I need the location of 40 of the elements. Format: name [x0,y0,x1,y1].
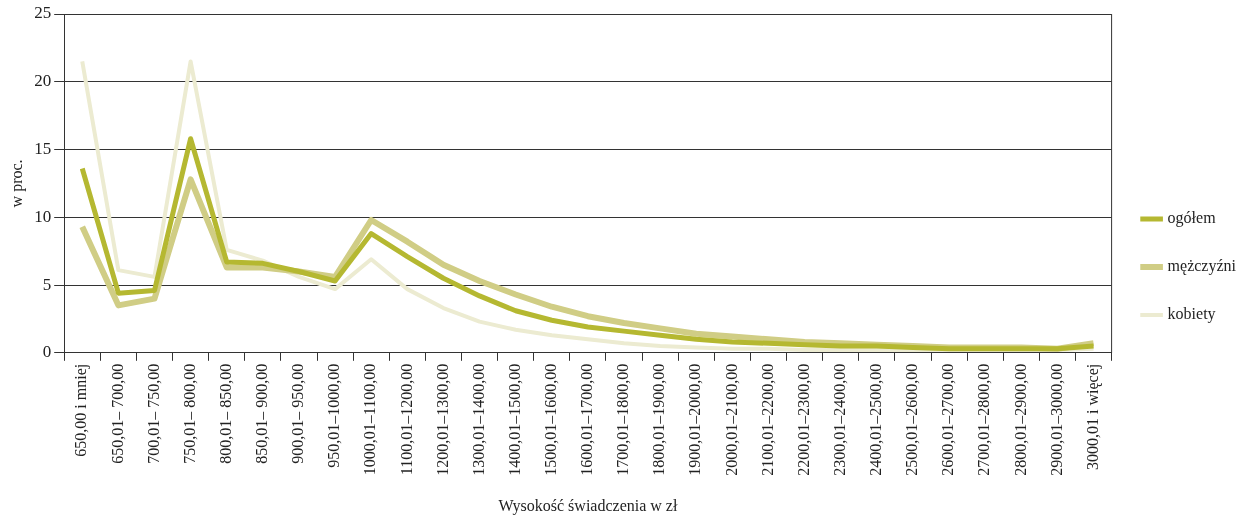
x-tick-label: 2300,01–2400,00 [830,363,848,476]
legend-label: ogółem [1167,209,1217,228]
x-tick-label: 850,01– 900,00 [253,363,271,464]
x-tick-label: 1900,01–2000,00 [686,363,704,476]
x-tick-label: 1800,01–1900,00 [650,363,668,476]
x-tick-label: 2400,01–2500,00 [867,363,885,476]
x-tick-label: 800,01– 850,00 [216,363,234,464]
x-tick-label: 1000,01–1100,00 [361,363,379,476]
x-tick-label: 2600,01–2700,00 [939,363,957,476]
y-tick-label: 5 [42,274,52,294]
x-tick-label: 2700,01–2800,00 [975,363,993,476]
x-tick-label: 1500,01–1600,00 [541,363,559,476]
x-tick-label: 650,01– 700,00 [108,363,126,464]
x-tick-label: 2800,01–2900,00 [1011,363,1029,476]
x-tick-label: 1200,01–1300,00 [433,363,451,476]
x-tick-label: 2200,01–2300,00 [794,363,812,476]
y-axis-title: w proc. [7,159,26,208]
x-axis-title: Wysokość świadczenia w zł [498,496,678,515]
x-tick-label: 900,01– 950,00 [289,363,307,464]
x-tick-label: 700,01– 750,00 [144,363,162,464]
legend-label: mężczyźni [1167,257,1237,276]
x-tick-label: 1300,01–1400,00 [469,363,487,476]
y-tick-label: 10 [34,206,52,226]
y-tick-label: 25 [34,3,52,23]
x-tick-label: 750,01– 800,00 [180,363,198,464]
y-tick-label: 0 [42,342,52,362]
x-tick-label: 950,01–1000,00 [325,363,343,468]
y-tick-label: 20 [34,71,52,91]
x-tick-label: 650,00 i mniej [72,363,91,457]
x-tick-label: 2900,01–3000,00 [1047,363,1065,476]
x-tick-label: 2500,01–2600,00 [903,363,921,476]
x-tick-label: 1400,01–1500,00 [505,363,523,476]
x-tick-label: 2100,01–2200,00 [758,363,776,476]
x-tick-label: 1600,01–1700,00 [578,363,596,476]
x-tick-label: 2000,01–2100,00 [722,363,740,476]
x-tick-label: 1700,01–1800,00 [614,363,632,476]
y-tick-label: 15 [34,138,52,158]
x-tick-label: 1100,01–1200,00 [397,363,415,476]
x-tick-label: 3000,01 i więcej [1083,363,1102,470]
legend-label: kobiety [1167,305,1216,324]
